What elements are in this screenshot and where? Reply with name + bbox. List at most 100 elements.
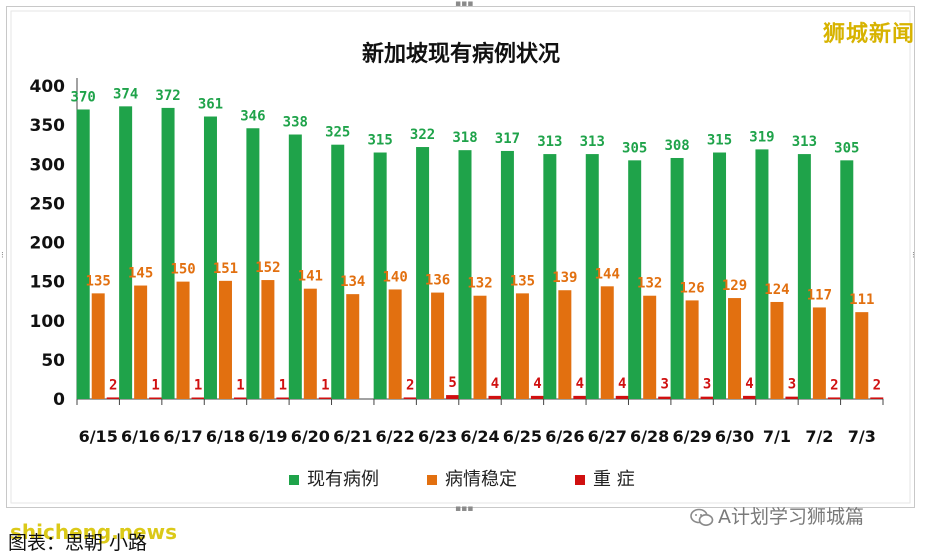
x-tick-label: 7/1: [763, 427, 791, 446]
bar-current: [331, 144, 345, 399]
data-label: 2: [109, 377, 117, 393]
bar-stable: [134, 285, 148, 399]
legend-swatch: [289, 475, 299, 485]
data-label: 4: [745, 376, 753, 392]
x-tick-label: 6/16: [121, 427, 160, 446]
data-label: 3: [788, 377, 796, 393]
bar-critical: [827, 397, 841, 399]
data-label: 140: [383, 269, 408, 285]
data-label: 135: [86, 273, 111, 289]
legend-label: 重 症: [593, 469, 635, 490]
data-label: 325: [325, 125, 350, 141]
data-label: 1: [151, 378, 159, 394]
x-tick-label: 6/25: [503, 427, 542, 446]
brand-watermark: 狮城新闻: [822, 22, 915, 47]
bar-critical: [191, 397, 205, 399]
y-tick-label: 150: [30, 273, 66, 293]
bar-current: [713, 152, 727, 399]
bar-critical: [403, 397, 417, 399]
data-label: 124: [764, 282, 789, 298]
bar-current: [203, 116, 217, 399]
bar-stable: [303, 288, 317, 399]
data-label: 129: [722, 278, 747, 294]
x-tick-label: 6/20: [291, 427, 330, 446]
bar-current: [288, 134, 302, 399]
bar-critical: [488, 395, 502, 399]
data-label: 1: [194, 378, 202, 394]
bar-critical: [318, 397, 332, 399]
bar-current: [119, 106, 133, 399]
data-label: 139: [552, 270, 577, 286]
x-axis: 6/15 6/16 6/17 6/18 6/19 6/20 6/21 6/22 6/23 6/24…: [76, 398, 884, 446]
chart-title: 新加坡现有病例状况: [362, 41, 560, 67]
bar-current: [628, 160, 642, 399]
x-tick-label: 6/24: [460, 427, 499, 446]
data-label: 117: [807, 287, 832, 303]
data-label: 315: [707, 133, 732, 149]
resize-handle-bottom[interactable]: ▪▪▪: [455, 504, 474, 514]
bar-current: [670, 157, 684, 399]
bar-current: [840, 160, 854, 399]
data-label: 4: [618, 376, 626, 392]
chart-credit: 图表：思朝 小路: [8, 532, 148, 554]
x-tick-label: 6/21: [333, 427, 372, 446]
wechat-icon: [690, 508, 714, 526]
y-tick-label: 300: [30, 155, 66, 175]
bar-stable: [812, 307, 826, 399]
bar-stable: [261, 280, 275, 399]
resize-handle-right[interactable]: ⁝: [912, 251, 915, 261]
data-label: 313: [580, 134, 605, 150]
data-label: 322: [410, 127, 435, 143]
x-tick-label: 6/18: [206, 427, 245, 446]
data-label: 1: [236, 378, 244, 394]
y-axis: 0 50 100 150 200 250 300 350 400: [30, 77, 78, 410]
data-label: 136: [425, 273, 450, 289]
data-label: 5: [448, 375, 456, 391]
data-label: 4: [576, 376, 584, 392]
data-label: 319: [749, 129, 774, 145]
bar-critical: [149, 397, 163, 399]
x-tick-label: 6/28: [630, 427, 669, 446]
x-tick-label: 6/26: [545, 427, 584, 446]
bar-stable: [728, 298, 742, 399]
data-label: 2: [406, 377, 414, 393]
bar-critical: [700, 396, 714, 399]
bar-current: [755, 149, 769, 399]
bar-current: [246, 128, 260, 399]
data-label: 372: [155, 88, 180, 104]
data-label: 305: [622, 140, 647, 156]
data-label: 4: [491, 376, 499, 392]
data-label: 317: [495, 131, 520, 147]
data-label: 2: [830, 377, 838, 393]
x-tick-label: 6/27: [588, 427, 627, 446]
x-tick-label: 7/2: [805, 427, 833, 446]
data-label: 144: [595, 266, 620, 282]
y-tick-label: 0: [53, 390, 65, 410]
legend-swatch: [575, 475, 585, 485]
bar-critical: [743, 395, 757, 399]
data-label: 374: [113, 86, 138, 102]
bar-stable: [643, 295, 657, 399]
bar-critical: [106, 397, 120, 399]
x-tick-label: 6/23: [418, 427, 457, 446]
bar-stable: [685, 300, 699, 399]
bar-critical: [573, 395, 587, 399]
data-label: 1: [279, 378, 287, 394]
bar-critical: [233, 397, 247, 399]
chart-frame: 新加坡现有病例状况 0 50 100 150 200 250 300 350 400 6/15 6…: [6, 6, 915, 508]
bar-critical: [658, 396, 672, 399]
resize-handle-top[interactable]: ▪▪▪: [455, 0, 474, 9]
bar-current: [797, 154, 811, 399]
data-label: 111: [849, 292, 874, 308]
data-label: 346: [240, 108, 265, 124]
y-tick-label: 350: [30, 116, 66, 136]
bar-critical: [530, 395, 544, 399]
data-label: 145: [128, 266, 153, 282]
data-label: 3: [703, 377, 711, 393]
x-tick-label: 6/30: [715, 427, 754, 446]
data-label: 338: [283, 115, 308, 131]
data-label: 308: [664, 138, 689, 154]
plot-area: 3701352374145137215013611511346152133814…: [71, 86, 884, 399]
resize-handle-left[interactable]: ⁝: [1, 251, 4, 261]
bar-stable: [346, 294, 360, 399]
